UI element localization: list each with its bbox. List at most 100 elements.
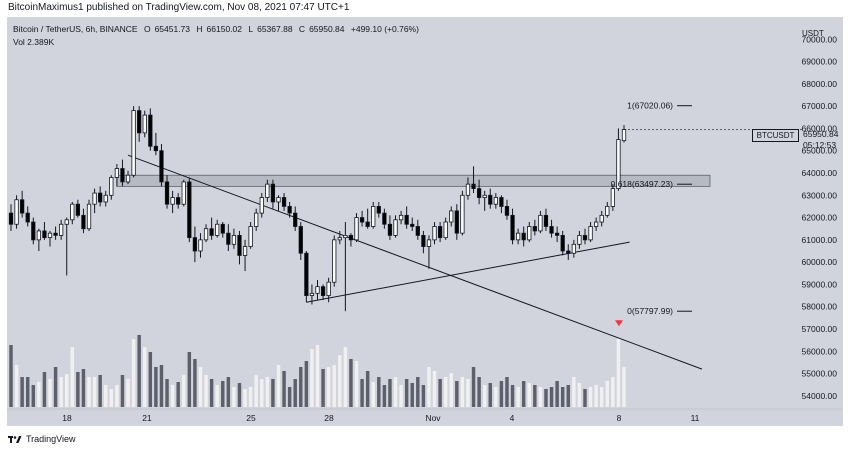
price-tick-label: 63000.00 (802, 190, 838, 200)
volume-bar (521, 381, 526, 407)
volume-bar (510, 385, 515, 407)
candle-body (209, 228, 214, 236)
legend-open: 65451.73 (154, 24, 191, 34)
candle-body (276, 197, 281, 203)
candle-body (31, 221, 36, 241)
candle-body (443, 221, 448, 239)
price-tick-label: 59000.00 (802, 279, 838, 289)
candle-body (231, 234, 237, 245)
time-tick-label: 28 (324, 413, 334, 423)
volume-bar (365, 371, 370, 407)
volume-bar (326, 367, 331, 407)
candle-body (610, 188, 615, 207)
volume-bar (215, 385, 219, 407)
candle-body (343, 234, 348, 239)
volume-bar (560, 387, 565, 407)
candle-body (460, 194, 465, 234)
price-tick-label: 70000.00 (802, 34, 838, 44)
candle-body (471, 183, 476, 189)
time-tick-label: 18 (62, 413, 72, 423)
candle-body (198, 239, 203, 252)
price-tick-label: 54000.00 (802, 391, 838, 401)
signal-arrow-icon (615, 320, 623, 327)
candle-body (382, 212, 387, 225)
candle-body (20, 199, 25, 214)
time-tick-label: 8 (617, 413, 622, 423)
volume-bar (599, 387, 604, 407)
volume-bar (471, 367, 476, 407)
candle-body (476, 188, 482, 198)
volume-bar (293, 379, 297, 407)
volume-bar (226, 377, 231, 407)
volume-bar (304, 361, 309, 407)
candle-body (215, 223, 220, 236)
candle-body (64, 219, 69, 225)
volume-bar (360, 379, 364, 407)
chart-area[interactable]: 1(67020.06) 0.618(63497.23) 0(57797.99) 700… (7, 17, 843, 426)
candle-body (365, 221, 370, 227)
candle-body (75, 203, 81, 216)
volume-bar (544, 389, 548, 407)
fib-level-label: 0(57797.99) (627, 306, 673, 316)
volume-bar (282, 371, 286, 407)
volume-bar (533, 385, 537, 407)
volume-bar (109, 389, 114, 407)
volume-bar (64, 374, 69, 407)
candle-body (220, 223, 225, 234)
candle-body (326, 281, 331, 296)
candle-body (337, 237, 342, 241)
candle-body (532, 226, 537, 232)
candle-body (521, 232, 526, 241)
legend-o-label: O (143, 24, 151, 34)
candle-body (515, 232, 521, 241)
candle-body (242, 246, 248, 256)
last-price-label: 65950.84 (803, 129, 839, 139)
candle-body (287, 206, 292, 214)
candle-body (371, 206, 376, 227)
volume-bar (187, 352, 192, 407)
volume-bar (371, 382, 375, 407)
volume-bar (588, 387, 593, 407)
candle-body (315, 286, 320, 294)
volume-bar (248, 387, 253, 407)
volume-bar (399, 385, 403, 407)
legend-l-label: L (248, 24, 254, 34)
volume-bar (443, 377, 448, 407)
candle-body (125, 174, 131, 183)
volume-bar (555, 381, 559, 407)
volume-bar (488, 383, 492, 407)
candle-body (70, 203, 75, 221)
symbol-title: Bitcoin / TetherUS, 6h, BINANCE (13, 24, 138, 34)
footer-brand[interactable]: TradingView (8, 432, 76, 446)
candle-body (376, 206, 381, 214)
volume-bar (126, 379, 130, 407)
price-tick-label: 62000.00 (802, 213, 838, 223)
candle-body (582, 234, 588, 241)
volume-bar (265, 377, 270, 407)
candle-body (142, 114, 147, 134)
volume-bar (120, 375, 125, 407)
candle-body (170, 197, 175, 205)
candle-body (226, 232, 231, 245)
candlestick-chart[interactable]: 1(67020.06) 0.618(63497.23) 0(57797.99) 700… (7, 17, 843, 426)
candle-body (298, 226, 303, 254)
volume-bar (332, 365, 336, 407)
candle-body (504, 206, 510, 216)
volume-bar (499, 381, 504, 407)
volume-bar (616, 339, 621, 407)
volume-bar (393, 377, 398, 407)
candle-body (359, 217, 365, 223)
candle-body (621, 129, 627, 142)
currency-label: USDT (802, 29, 824, 38)
volume-bar (170, 385, 175, 407)
volume-bar (449, 373, 453, 407)
candle-body (594, 221, 599, 227)
volume-bar (76, 372, 80, 407)
volume-bar (321, 369, 325, 407)
volume-bar (594, 385, 598, 407)
fib-level-label: 1(67020.06) (627, 101, 673, 111)
candle-body (488, 194, 493, 205)
candle-body (432, 226, 437, 241)
volume-bar (42, 372, 47, 407)
candle-body (120, 168, 125, 183)
